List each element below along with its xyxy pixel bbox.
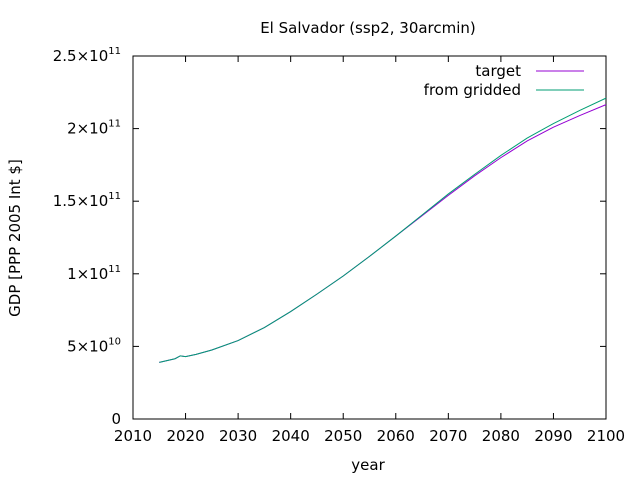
x-tick-label: 2020 xyxy=(166,427,204,445)
y-tick-label-exponent: 11 xyxy=(108,191,121,202)
y-tick-label-base: 2×10 xyxy=(67,120,108,138)
y-tick-label-exponent: 10 xyxy=(108,336,121,347)
y-tick-label-base: 1.5×10 xyxy=(53,192,109,210)
y-tick-label-base: 0 xyxy=(111,410,121,428)
series-line-0 xyxy=(159,104,607,363)
plot-frame xyxy=(132,55,607,420)
x-tick-label: 2030 xyxy=(219,427,257,445)
x-tick-label: 2070 xyxy=(429,427,467,445)
x-tick-label: 2060 xyxy=(377,427,415,445)
y-tick-label: 1×1011 xyxy=(67,264,121,283)
x-tick-label: 2100 xyxy=(587,427,625,445)
x-tick-label: 2050 xyxy=(324,427,362,445)
x-tick-label: 2090 xyxy=(534,427,572,445)
legend-label: from gridded xyxy=(424,81,521,99)
y-tick-label: 2×1011 xyxy=(67,119,121,138)
x-tick-label: 2080 xyxy=(482,427,520,445)
y-tick-label-exponent: 11 xyxy=(108,46,121,57)
y-tick-label-base: 5×10 xyxy=(67,337,108,355)
chart-title: El Salvador (ssp2, 30arcmin) xyxy=(260,19,476,37)
y-tick-label: 5×1010 xyxy=(67,336,121,355)
y-tick-label-exponent: 11 xyxy=(108,119,121,130)
legend-label: target xyxy=(475,62,521,80)
x-tick-label: 2010 xyxy=(114,427,152,445)
y-axis-label: GDP [PPP 2005 Int $] xyxy=(6,159,24,317)
series-line-1 xyxy=(159,97,607,363)
y-tick-label-exponent: 11 xyxy=(108,264,121,275)
y-tick-label-base: 1×10 xyxy=(67,265,108,283)
y-tick-label-base: 2.5×10 xyxy=(53,47,109,65)
x-axis: 2010 2020 2030 2040 2050 2060 2070 2080 2090 2100 xyxy=(114,56,625,445)
series-layer xyxy=(159,97,607,363)
y-tick-label: 0 xyxy=(111,410,121,428)
x-axis-label: year xyxy=(351,456,385,474)
x-tick-label: 2040 xyxy=(272,427,310,445)
y-tick-label: 2.5×1011 xyxy=(53,46,121,65)
y-tick-label: 1.5×1011 xyxy=(53,191,121,210)
